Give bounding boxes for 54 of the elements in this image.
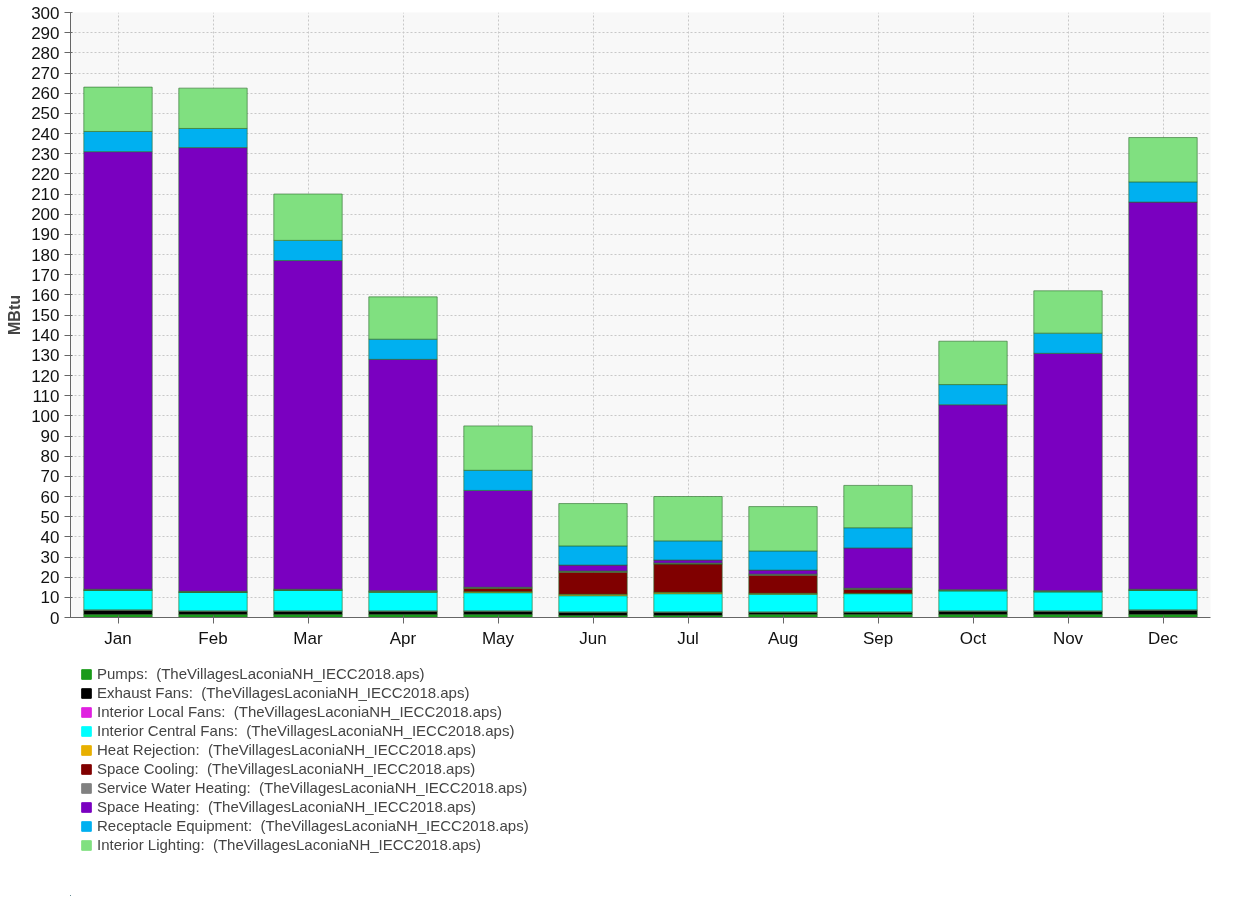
x-tick-label: May — [481, 628, 515, 648]
y-tick-label: 190 — [31, 225, 60, 245]
y-tick-label: 230 — [31, 144, 60, 164]
legend-label: Service Water Heating: (TheVillagesLaconiaNH_IECC2018.aps) — [97, 779, 528, 796]
y-axis-title: MBtu — [6, 295, 24, 335]
x-tick-label: Aug — [767, 628, 799, 648]
y-tick-label: 90 — [40, 427, 60, 446]
x-tick-label: Apr — [389, 628, 417, 648]
y-tick-label: 120 — [31, 366, 60, 386]
y-tick-label: 80 — [40, 447, 60, 467]
y-tick-label: 40 — [40, 527, 60, 547]
y-tick-label: 140 — [31, 326, 60, 346]
y-tick-label: 290 — [31, 23, 60, 43]
legend-label: Space Heating: (TheVillagesLaconiaNH_IECC2018.aps) — [97, 798, 477, 815]
y-tick-label: 210 — [31, 185, 60, 204]
y-tick-label: 10 — [40, 588, 60, 608]
x-tick-label: Oct — [959, 628, 987, 648]
y-tick-label: 220 — [31, 164, 60, 184]
legend-label: Heat Rejection: (TheVillagesLaconiaNH_IECC2018.aps) — [97, 741, 477, 758]
y-tick-label: 150 — [31, 306, 60, 325]
legend-label: Interior Lighting: (TheVillagesLaconiaNH_IECC2018.aps) — [97, 836, 482, 853]
legend-label: Interior Local Fans: (TheVillagesLaconiaNH_IECC2018.aps) — [97, 703, 502, 720]
y-tick-label: 170 — [31, 265, 60, 285]
y-tick-label: 200 — [31, 205, 60, 225]
y-tick-label: 250 — [31, 104, 60, 124]
x-tick-label: Jun — [579, 628, 607, 648]
x-tick-label: Jul — [677, 628, 699, 648]
y-tick-label: 240 — [31, 124, 60, 144]
x-tick-label: Feb — [198, 628, 228, 648]
legend-label: Space Cooling: (TheVillagesLaconiaNH_IECC2018.aps) — [97, 760, 476, 777]
y-tick-label: 50 — [40, 507, 60, 527]
y-tick-label: 160 — [31, 285, 60, 305]
y-tick-label: 280 — [31, 43, 60, 63]
y-tick-label: 300 — [31, 3, 60, 23]
y-tick-label: 60 — [40, 487, 60, 507]
y-tick-label: 100 — [31, 406, 60, 426]
y-tick-label: 180 — [31, 245, 60, 265]
legend-label: Pumps: (TheVillagesLaconiaNH_IECC2018.aps) — [97, 665, 425, 682]
legend-label: Receptacle Equipment: (TheVillagesLaconiaNH_IECC2018.aps) — [97, 817, 529, 834]
x-tick-label: Mar — [293, 628, 323, 648]
y-tick-label: 110 — [32, 386, 60, 406]
y-tick-label: 30 — [40, 548, 60, 567]
y-tick-label: 130 — [31, 346, 60, 366]
y-tick-label: 260 — [31, 84, 60, 104]
y-tick-label: 270 — [31, 64, 60, 83]
y-tick-label: 20 — [40, 568, 60, 588]
y-tick-label: 70 — [40, 467, 60, 487]
x-tick-label: Nov — [1052, 628, 1084, 648]
legend-label: Exhaust Fans: (TheVillagesLaconiaNH_IECC2018.aps) — [97, 684, 470, 701]
x-tick-label: Jan — [104, 628, 132, 648]
legend-label: Interior Central Fans: (TheVillagesLaconiaNH_IECC2018.aps) — [97, 722, 515, 739]
x-tick-label: Dec — [1147, 628, 1179, 648]
y-tick-label: 0 — [50, 608, 60, 628]
x-tick-label: Sep — [862, 628, 894, 648]
